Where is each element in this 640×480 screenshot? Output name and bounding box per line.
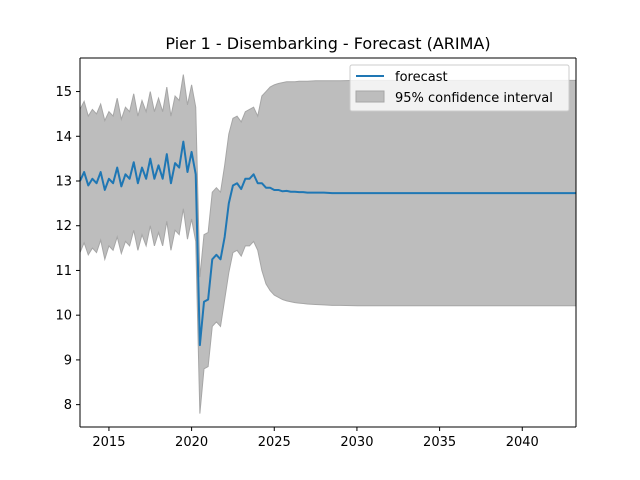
x-tick-label: 2015 [92, 435, 125, 450]
y-tick-label: 12 [55, 219, 72, 234]
legend: forecast 95% confidence interval [349, 64, 570, 112]
y-tick-label: 9 [64, 353, 72, 368]
y-axis-ticks: 8 9 10 11 12 13 14 15 [55, 85, 80, 413]
y-tick-label: 15 [55, 85, 72, 100]
forecast-line [79, 140, 576, 347]
x-tick-label: 2020 [175, 435, 208, 450]
x-tick-label: 2025 [258, 435, 291, 450]
x-tick-label: 2040 [506, 435, 539, 450]
legend-ci-label: 95% confidence interval [395, 91, 553, 106]
legend-ci-swatch [355, 90, 385, 103]
y-tick-label: 10 [55, 309, 72, 324]
legend-forecast-label: forecast [395, 70, 448, 85]
chart-title: Pier 1 - Disembarking - Forecast (ARIMA) [165, 34, 490, 53]
x-axis-ticks: 2015 2020 2025 2030 2035 2040 [92, 427, 539, 450]
y-tick-label: 11 [55, 264, 72, 279]
forecast-line-layer [79, 140, 576, 347]
x-tick-label: 2035 [423, 435, 456, 450]
y-tick-label: 14 [55, 130, 72, 145]
x-tick-label: 2030 [340, 435, 373, 450]
y-tick-label: 13 [55, 175, 72, 190]
axes [79, 57, 577, 428]
legend-box [349, 64, 570, 112]
y-tick-label: 8 [64, 398, 72, 413]
